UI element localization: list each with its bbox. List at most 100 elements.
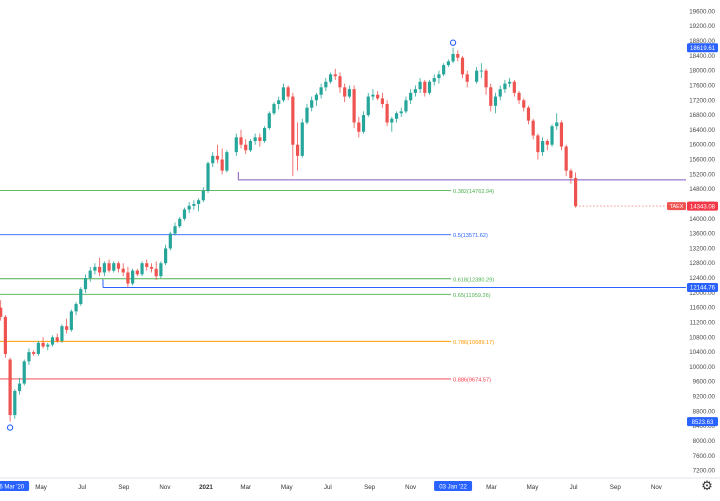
candle-body-75 xyxy=(357,122,361,132)
fib-level-label-1: 0.5(13571.62) xyxy=(453,233,488,239)
y-tick-label-0: 7200.00 xyxy=(693,468,716,475)
candle-body-113 xyxy=(541,141,545,153)
price-label-3: 8523.63 xyxy=(692,420,714,426)
candle-body-11 xyxy=(50,337,55,345)
candle-body-96 xyxy=(456,53,460,58)
candle-body-2 xyxy=(8,359,12,416)
y-tick-label-22: 16000.00 xyxy=(689,142,715,149)
candle-body-28 xyxy=(131,270,135,284)
y-tick-label-10: 11200.00 xyxy=(690,319,716,326)
candle-body-105 xyxy=(503,83,507,90)
candle-body-29 xyxy=(135,270,139,275)
candle-body-92 xyxy=(437,74,441,79)
candle-body-57 xyxy=(272,103,276,114)
candle-body-85 xyxy=(404,100,408,112)
fib-level-label-2: 0.618(12380.29) xyxy=(453,277,494,283)
candle-body-64 xyxy=(305,107,309,123)
y-tick-label-8: 10400.00 xyxy=(689,349,715,356)
candle-body-22 xyxy=(102,263,106,273)
x-highlight-bg-0 xyxy=(0,481,30,491)
candle-body-84 xyxy=(399,111,403,114)
candle-body-79 xyxy=(376,94,380,99)
candle-body-6 xyxy=(27,352,31,362)
candle-body-25 xyxy=(116,263,121,269)
candle-body-34 xyxy=(159,263,163,277)
fib-level-label-3: 0.65(11959.26) xyxy=(453,293,491,299)
candle-body-18 xyxy=(83,278,88,290)
candle-body-78 xyxy=(371,94,375,97)
candle-body-8 xyxy=(36,342,40,354)
chart-settings-gear-icon[interactable]: ⚙ xyxy=(701,478,713,493)
candle-body-54 xyxy=(258,137,262,142)
y-tick-label-5: 9200.00 xyxy=(693,394,716,401)
y-tick-label-24: 16800.00 xyxy=(689,112,715,119)
candle-body-52 xyxy=(248,141,253,151)
y-tick-label-1: 7600.00 xyxy=(693,453,716,460)
y-tick-label-15: 13200.00 xyxy=(689,245,715,252)
candle-body-16 xyxy=(74,303,78,312)
candle-body-94 xyxy=(446,61,450,66)
candle-body-26 xyxy=(121,268,125,273)
candle-body-118 xyxy=(564,146,568,171)
candle-body-15 xyxy=(69,311,73,330)
candle-body-19 xyxy=(88,270,92,279)
candle-body-37 xyxy=(173,226,177,234)
candle-body-17 xyxy=(79,289,83,304)
candle-body-87 xyxy=(413,89,417,93)
fib-level-label-5: 0.886(9674.57) xyxy=(453,377,491,383)
y-tick-label-29: 18800.00 xyxy=(689,38,715,45)
candle-body-68 xyxy=(324,81,328,88)
candle-body-106 xyxy=(508,81,512,84)
candle-body-1 xyxy=(3,316,7,354)
candle-body-62 xyxy=(295,144,300,156)
candle-body-7 xyxy=(32,352,36,354)
x-highlight-label-0: 16 Mar '20 xyxy=(0,485,25,491)
candle-body-102 xyxy=(489,87,493,106)
candle-body-97 xyxy=(460,57,465,75)
candle-body-20 xyxy=(93,266,97,271)
price-label-1: 14343.08 xyxy=(690,204,716,210)
x-tick-label-0: May xyxy=(35,484,48,491)
y-tick-label-7: 10000.00 xyxy=(689,364,715,371)
y-tick-label-13: 12400.00 xyxy=(689,275,715,282)
candle-body-82 xyxy=(390,118,394,123)
x-tick-label-11: May xyxy=(527,484,540,491)
y-tick-label-9: 10800.00 xyxy=(689,334,715,341)
y-tick-label-20: 15200.00 xyxy=(689,171,715,178)
price-label-0: 18619.61 xyxy=(690,46,716,52)
candle-body-108 xyxy=(517,92,521,101)
y-tick-label-12: 12000.00 xyxy=(689,290,715,297)
candle-body-73 xyxy=(347,89,351,97)
y-tick-label-19: 14800.00 xyxy=(689,186,715,193)
candle-body-24 xyxy=(112,263,116,271)
candle-body-41 xyxy=(192,203,196,206)
y-tick-label-23: 16400.00 xyxy=(689,127,715,134)
candle-body-51 xyxy=(244,144,248,151)
price-label-bg-1 xyxy=(687,201,718,211)
price-label-bg-0 xyxy=(687,43,718,53)
candle-body-80 xyxy=(380,98,384,104)
y-tick-label-26: 17600.00 xyxy=(689,82,715,89)
y-tick-label-27: 18000.00 xyxy=(689,68,715,75)
y-tick-label-17: 14000.00 xyxy=(689,216,715,223)
candle-body-69 xyxy=(328,74,333,82)
candle-body-31 xyxy=(145,263,149,267)
candle-body-56 xyxy=(267,113,271,129)
candle-body-72 xyxy=(343,87,347,97)
candle-body-35 xyxy=(164,248,168,264)
candle-body-65 xyxy=(310,100,314,108)
candle-body-90 xyxy=(427,81,432,93)
candle-body-0 xyxy=(0,307,3,317)
candle-body-43 xyxy=(201,191,205,201)
x-highlight-label-1: 03 Jan '22 xyxy=(439,485,467,491)
candle-body-9 xyxy=(41,342,45,347)
candle-body-98 xyxy=(465,74,469,82)
candle-body-71 xyxy=(338,76,342,88)
candle-body-91 xyxy=(432,78,436,82)
candle-body-50 xyxy=(239,137,243,145)
y-tick-label-3: 8400.00 xyxy=(693,423,716,430)
candle-body-44 xyxy=(206,163,210,192)
candle-body-104 xyxy=(498,89,502,97)
